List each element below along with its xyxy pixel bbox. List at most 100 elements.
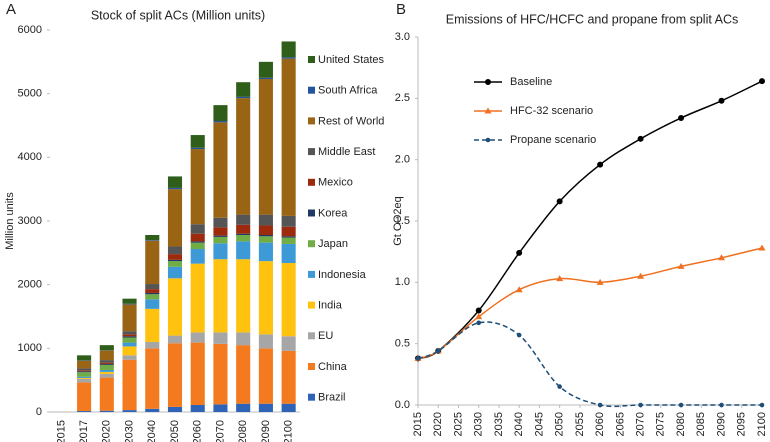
bar-segment [190, 149, 205, 225]
bar-segment [145, 284, 160, 290]
legend-label: Brazil [318, 392, 346, 404]
bar-segment [190, 224, 205, 234]
panel-label: A [6, 1, 16, 18]
bar-segment [213, 105, 228, 122]
y-tick-label: 4000 [18, 151, 42, 163]
bar-segment [236, 241, 251, 260]
bar-segment [77, 411, 92, 412]
y-tick-label: 0 [36, 406, 42, 418]
x-tick-label: 2045 [533, 412, 545, 436]
legend-label: India [318, 300, 343, 312]
marker [435, 348, 441, 354]
bar-segment [258, 235, 273, 237]
line [417, 247, 763, 360]
bar-segment [167, 406, 183, 412]
bar-segment [77, 377, 92, 379]
bar-segment [99, 364, 114, 370]
bar-segment [77, 376, 92, 378]
bar-segment [258, 77, 273, 80]
y-axis-label: Gt CO2eq [392, 196, 404, 246]
bar-segment [236, 214, 251, 225]
marker [476, 320, 482, 326]
bar-segment [281, 263, 296, 337]
bar-segment [281, 215, 296, 227]
legend-label: HFC-32 scenario [510, 105, 593, 117]
bar-segment [258, 242, 273, 262]
legend-marker [485, 79, 491, 85]
bar-segment [213, 121, 228, 123]
bar-segment [122, 346, 137, 356]
bar-segment [99, 369, 114, 372]
x-tick-label: 2050 [169, 420, 181, 442]
bar-segment [213, 235, 228, 237]
bar-segment [213, 343, 228, 405]
y-tick-label: 1.0 [395, 276, 410, 288]
bar-segment [213, 243, 228, 260]
x-tick-label: 2055 [574, 412, 586, 436]
legend-swatch [308, 56, 315, 63]
bar-segment [213, 332, 228, 344]
panel-label: B [396, 1, 406, 18]
y-tick-label: 2.0 [395, 154, 410, 166]
x-tick-label: 2025 [452, 412, 464, 436]
x-tick-label: 2020 [101, 420, 113, 442]
bar-segment [145, 292, 160, 295]
bar-segment [236, 259, 251, 333]
bar-segment [145, 240, 160, 241]
x-tick-label: 2065 [614, 412, 626, 436]
x-tick-label: 2070 [214, 420, 226, 442]
legend-label: Mexico [318, 177, 353, 189]
bar-segment [99, 362, 114, 364]
bar-segment [213, 236, 228, 244]
bar-segment [99, 373, 114, 378]
marker [415, 356, 421, 361]
marker [557, 384, 562, 389]
x-tick-label: 2085 [695, 412, 707, 436]
marker [475, 307, 482, 314]
x-tick-label: 2040 [513, 412, 525, 436]
bar-segment [122, 304, 137, 332]
bar-segment [213, 404, 228, 412]
bar-segment [258, 236, 273, 243]
marker [759, 402, 765, 408]
bar-segment [281, 243, 296, 264]
bar-segment [190, 332, 205, 343]
x-tick-label: 2050 [554, 412, 566, 436]
marker [556, 198, 563, 205]
chart-title: Stock of split ACs (Million units) [91, 8, 265, 22]
x-tick-label: 2017 [78, 420, 90, 442]
legend-label: Indonesia [318, 269, 367, 281]
bar-segment [281, 41, 296, 58]
bar-segment [281, 336, 296, 351]
bar-segment [122, 336, 137, 338]
chart-title: Emissions of HFC/HCFC and propane from s… [446, 12, 738, 26]
bar-segment [236, 403, 251, 412]
marker [515, 286, 523, 293]
marker [637, 272, 645, 279]
legend-swatch [308, 393, 315, 401]
x-tick-label: 2020 [432, 412, 444, 436]
legend-marker [484, 107, 492, 114]
legend-swatch [308, 301, 315, 309]
bar-segment [99, 377, 114, 411]
bar-segment [236, 98, 251, 215]
legend-swatch [308, 148, 315, 156]
x-tick-label: 2080 [237, 420, 249, 442]
bar-segment [190, 263, 205, 333]
y-tick-label: 0.0 [395, 399, 410, 411]
bar-segment [122, 331, 137, 335]
bar-segment [77, 368, 92, 371]
bar-segment [281, 57, 296, 59]
bar-segment [145, 294, 160, 300]
bar-segment [236, 235, 251, 242]
bar-segment [190, 135, 205, 148]
marker [516, 332, 522, 338]
x-tick-label: 2090 [260, 420, 272, 442]
x-tick-label: 2015 [412, 412, 424, 436]
bar-segment [145, 289, 160, 293]
bar-segment [281, 236, 296, 238]
bar-segment [122, 359, 137, 411]
legend-label: Baseline [510, 76, 552, 88]
legend-label: South Africa [318, 85, 378, 97]
bar-segment [167, 261, 183, 267]
